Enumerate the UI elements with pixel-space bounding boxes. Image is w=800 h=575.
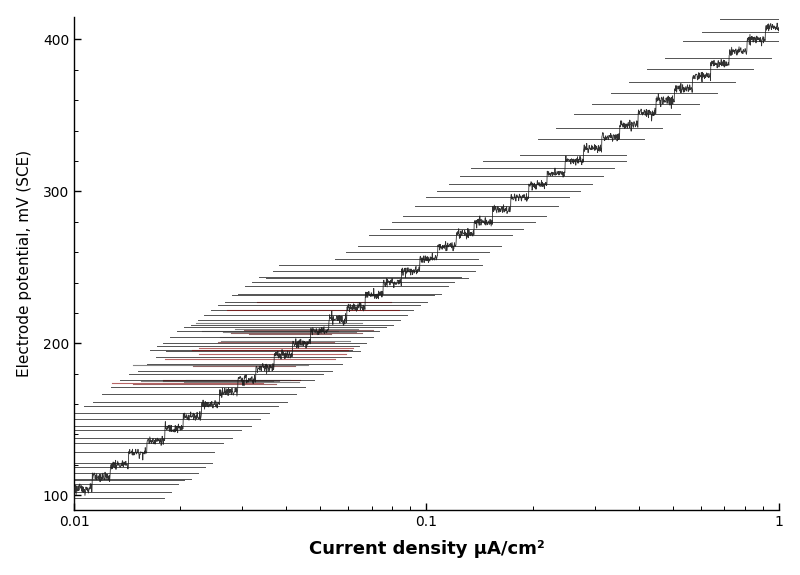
- X-axis label: Current density μA/cm²: Current density μA/cm²: [309, 540, 544, 558]
- Y-axis label: Electrode potential, mV (SCE): Electrode potential, mV (SCE): [17, 150, 32, 377]
